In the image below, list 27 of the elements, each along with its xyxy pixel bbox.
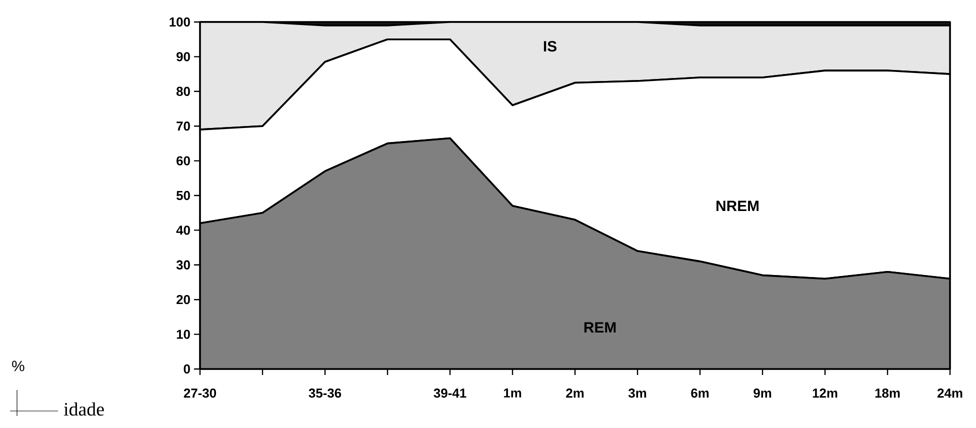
y-tick-label: 80 [176, 86, 190, 96]
x-tick-label: 2m [566, 388, 584, 398]
series-label: NREM [716, 200, 758, 212]
series-label: REM [584, 322, 616, 332]
y-tick-label: 90 [176, 52, 190, 62]
x-tick-label: 6m [691, 388, 709, 398]
y-tick-label: 100 [170, 17, 190, 27]
x-tick-label: 27-30 [184, 388, 216, 398]
y-tick-label: 10 [176, 330, 190, 339]
y-tick-label: 0 [184, 364, 190, 374]
x-tick-label: 12m [812, 388, 838, 398]
x-tick-label: 39-41 [434, 388, 466, 398]
x-tick-label: 35-36 [308, 388, 342, 398]
series-label: IS [544, 40, 556, 52]
y-tick-label: 50 [176, 190, 190, 200]
y-tick-label: 30 [176, 260, 190, 270]
y-tick-label: 70 [176, 122, 190, 131]
x-tick-label: 1m [504, 388, 522, 398]
y-tick-label: 20 [176, 295, 190, 304]
y-tick-label: 60 [176, 156, 190, 166]
text: % [12, 360, 24, 372]
x-tick-label: 9m [754, 388, 772, 398]
x-tick-label: 3m [628, 388, 646, 398]
x-tick-label: 18m [875, 388, 900, 398]
x-tick-label: 24m [938, 388, 962, 398]
text: idade [64, 402, 104, 416]
y-tick-label: 40 [176, 226, 190, 235]
